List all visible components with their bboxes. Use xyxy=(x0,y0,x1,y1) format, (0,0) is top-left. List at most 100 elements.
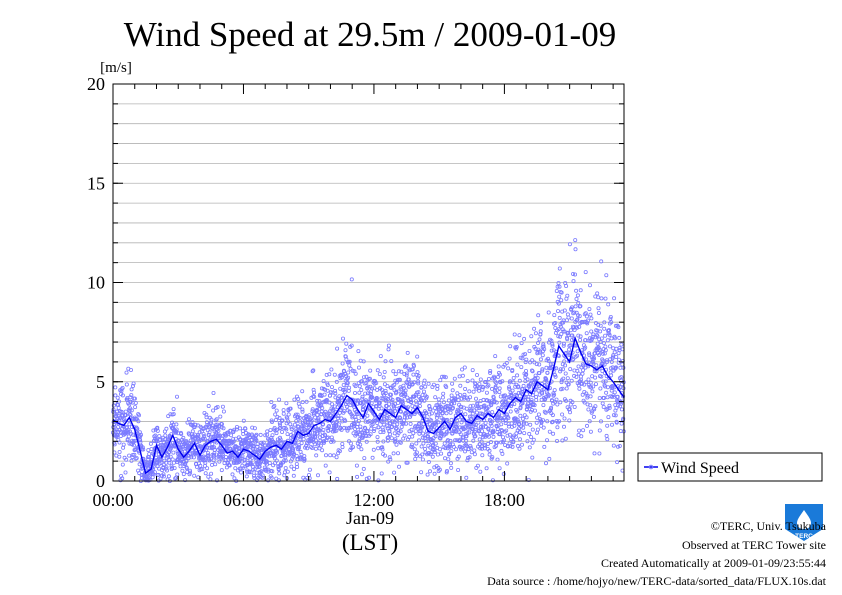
scatter-point xyxy=(171,407,176,412)
scatter-point xyxy=(570,305,575,310)
scatter-point xyxy=(406,377,411,382)
scatter-point xyxy=(425,472,430,477)
scatter-point xyxy=(557,294,562,299)
scatter-point xyxy=(181,472,186,477)
scatter-point xyxy=(248,460,253,465)
scatter-point xyxy=(359,447,364,452)
scatter-point xyxy=(320,405,325,410)
scatter-point xyxy=(431,382,436,387)
scatter-point xyxy=(352,390,357,395)
scatter-point xyxy=(318,402,323,407)
scatter-point xyxy=(340,445,345,450)
scatter-point xyxy=(569,316,574,321)
scatter-point xyxy=(232,476,237,481)
scatter-point xyxy=(232,427,237,432)
scatter-point xyxy=(559,331,564,336)
scatter-point xyxy=(273,412,278,417)
scatter-point xyxy=(167,449,172,454)
scatter-point xyxy=(211,452,216,457)
scatter-point xyxy=(168,446,173,451)
scatter-point xyxy=(116,425,121,430)
scatter-point xyxy=(460,373,465,378)
scatter-point xyxy=(555,425,560,430)
scatter-point xyxy=(484,466,489,471)
scatter-point xyxy=(561,343,566,348)
scatter-point xyxy=(503,417,508,422)
scatter-point xyxy=(527,431,532,436)
scatter-point xyxy=(349,277,354,282)
credit-copyright: ©TERC, Univ. Tsukuba xyxy=(710,519,826,533)
scatter-point xyxy=(212,445,217,450)
y-tick-label: 10 xyxy=(87,273,105,293)
x-axis-title: (LST) xyxy=(342,530,398,555)
scatter-point xyxy=(487,448,492,453)
scatter-point xyxy=(442,456,447,461)
scatter-point xyxy=(472,452,477,457)
scatter-point xyxy=(276,478,281,483)
scatter-point xyxy=(260,475,265,480)
scatter-point xyxy=(448,438,453,443)
scatter-point xyxy=(510,388,515,393)
scatter-point xyxy=(334,419,339,424)
scatter-point xyxy=(591,414,596,419)
scatter-point xyxy=(200,467,205,472)
scatter-point xyxy=(172,466,177,471)
scatter-point xyxy=(376,478,381,483)
scatter-point xyxy=(358,424,363,429)
scatter-point xyxy=(604,433,609,438)
scatter-point xyxy=(419,470,424,475)
scatter-point xyxy=(537,384,542,389)
scatter-point xyxy=(161,472,166,477)
scatter-point xyxy=(370,422,375,427)
scatter-point xyxy=(305,446,310,451)
scatter-point xyxy=(512,332,517,337)
scatter-point xyxy=(320,448,325,453)
scatter-point xyxy=(113,429,118,434)
scatter-point xyxy=(588,283,593,288)
scatter-point xyxy=(541,403,546,408)
scatter-point xyxy=(445,438,450,443)
scatter-point xyxy=(492,375,497,380)
scatter-point xyxy=(601,404,606,409)
scatter-point xyxy=(441,400,446,405)
scatter-point xyxy=(615,394,620,399)
scatter-point xyxy=(363,419,368,424)
scatter-point xyxy=(598,329,603,334)
scatter-point xyxy=(277,471,282,476)
scatter-point xyxy=(618,404,623,409)
scatter-point xyxy=(444,468,449,473)
scatter-point xyxy=(184,459,189,464)
scatter-point xyxy=(578,337,583,342)
scatter-point xyxy=(292,451,297,456)
scatter-point xyxy=(384,419,389,424)
scatter-point xyxy=(358,432,363,437)
scatter-point xyxy=(335,476,340,481)
scatter-point xyxy=(359,472,364,477)
scatter-point xyxy=(346,375,351,380)
scatter-point xyxy=(574,288,579,293)
scatter-point xyxy=(383,391,388,396)
scatter-point xyxy=(401,383,406,388)
x-tick-label: 06:00 xyxy=(223,490,264,510)
scatter-point xyxy=(323,409,328,414)
scatter-point xyxy=(526,477,531,482)
scatter-point xyxy=(324,372,329,377)
scatter-point xyxy=(577,386,582,391)
scatter-point xyxy=(605,359,610,364)
scatter-point xyxy=(315,431,320,436)
scatter-point xyxy=(482,379,487,384)
scatter-point xyxy=(582,382,587,387)
scatter-point xyxy=(422,378,427,383)
scatter-point xyxy=(597,352,602,357)
scatter-point xyxy=(231,437,236,442)
scatter-point xyxy=(416,381,421,386)
scatter-point xyxy=(378,354,383,359)
scatter-point xyxy=(206,451,211,456)
scatter-point xyxy=(570,400,575,405)
scatter-point xyxy=(511,439,516,444)
scatter-point xyxy=(491,428,496,433)
scatter-point xyxy=(538,329,543,334)
y-tick-label: 15 xyxy=(87,173,105,193)
scatter-point xyxy=(559,290,564,295)
scatter-point xyxy=(161,474,166,479)
